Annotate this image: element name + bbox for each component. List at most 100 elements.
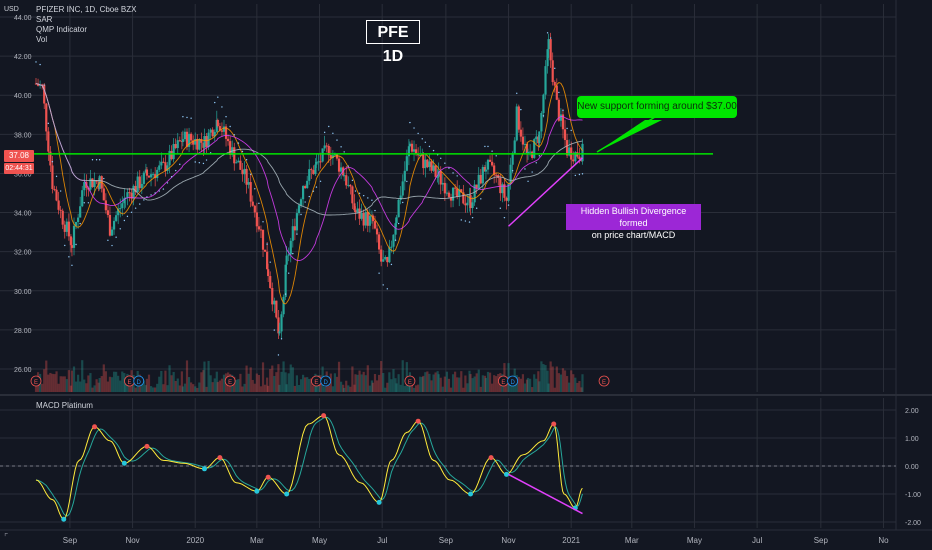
volume-bar bbox=[574, 377, 577, 392]
volume-bar bbox=[253, 383, 256, 392]
sar-dot bbox=[35, 61, 37, 63]
volume-bar bbox=[432, 374, 435, 392]
candle-body bbox=[581, 143, 584, 162]
candle-body bbox=[280, 314, 283, 332]
volume-bar bbox=[511, 382, 514, 392]
sar-dot bbox=[421, 138, 423, 140]
candle-body bbox=[218, 126, 221, 131]
volume-bar bbox=[196, 387, 199, 392]
macd-cross-dot bbox=[144, 443, 150, 449]
candle-body bbox=[475, 184, 478, 189]
candle-body bbox=[547, 39, 550, 50]
earnings-marker-label: E bbox=[602, 380, 606, 386]
candle-body bbox=[81, 190, 84, 207]
candle-body bbox=[314, 164, 317, 175]
y-tick-label: 32.00 bbox=[14, 250, 32, 257]
candle-body bbox=[542, 94, 545, 113]
candle-body bbox=[266, 251, 269, 270]
volume-bar bbox=[112, 371, 116, 392]
sar-dot bbox=[516, 92, 518, 94]
volume-bar bbox=[335, 376, 339, 392]
candle-body bbox=[123, 198, 126, 204]
candle-body bbox=[315, 161, 318, 165]
volume-bar bbox=[267, 385, 270, 392]
volume-bar bbox=[570, 370, 573, 392]
candle-body bbox=[170, 150, 173, 160]
sar-dot bbox=[217, 96, 219, 98]
earnings-marker-label: E bbox=[34, 380, 38, 386]
candle-body bbox=[136, 176, 139, 192]
moving-average-line bbox=[35, 81, 583, 305]
sar-dot bbox=[382, 284, 384, 286]
volume-bar bbox=[572, 374, 575, 392]
volume-bar bbox=[57, 383, 60, 392]
candle-body bbox=[523, 143, 527, 145]
candle-body bbox=[517, 106, 520, 130]
candle-body bbox=[317, 161, 320, 163]
volume-bar bbox=[419, 376, 422, 392]
sar-dot bbox=[354, 190, 357, 192]
divergence-annotation[interactable]: Hidden Bullish Divergence formed on pric… bbox=[566, 204, 701, 240]
candle-body bbox=[245, 168, 248, 185]
sar-dot bbox=[103, 177, 105, 180]
macd-cross-dot bbox=[415, 418, 421, 424]
candle-body bbox=[515, 106, 518, 141]
candle-body bbox=[335, 154, 339, 159]
legend-indicator-qmp[interactable]: QMP Indicator bbox=[36, 25, 87, 34]
volume-bar bbox=[245, 365, 248, 392]
candle-body bbox=[243, 168, 246, 175]
volume-bar bbox=[297, 385, 301, 392]
volume-bar bbox=[180, 371, 183, 392]
sar-dot bbox=[154, 192, 156, 194]
sar-dot bbox=[578, 173, 581, 176]
candle-body bbox=[366, 211, 369, 226]
candle-body bbox=[503, 184, 506, 198]
candle-body bbox=[395, 217, 398, 224]
volume-bar bbox=[351, 366, 354, 392]
volume-bar bbox=[106, 381, 110, 392]
sar-dot bbox=[126, 215, 129, 218]
candle-body bbox=[501, 184, 504, 194]
volume-bar bbox=[263, 384, 267, 392]
sar-dot bbox=[487, 145, 489, 148]
sar-dot bbox=[386, 288, 389, 290]
candle-body bbox=[401, 181, 404, 196]
volume-bar bbox=[278, 384, 281, 392]
volume-bar bbox=[149, 386, 153, 392]
candle-body bbox=[115, 215, 118, 221]
legend-indicator-sar[interactable]: SAR bbox=[36, 15, 53, 24]
volume-bar bbox=[119, 380, 122, 392]
tradingview-logo-icon[interactable]: ⌜ bbox=[4, 532, 9, 542]
volume-bar bbox=[414, 385, 418, 392]
macd-y-tick-label: 2.00 bbox=[905, 408, 919, 415]
candle-body bbox=[375, 228, 379, 235]
legend-indicator-vol[interactable]: Vol bbox=[36, 35, 48, 44]
legend-symbol[interactable]: PFIZER INC, 1D, Cboe BZX bbox=[36, 5, 137, 14]
candle-body bbox=[323, 145, 326, 149]
volume-bar bbox=[178, 385, 181, 392]
candle-body bbox=[511, 153, 514, 165]
candle-body bbox=[185, 131, 189, 147]
volume-bar bbox=[61, 376, 64, 392]
candle-body bbox=[93, 180, 96, 188]
volume-bar bbox=[460, 371, 463, 392]
macd-pane-label[interactable]: MACD Platinum bbox=[36, 401, 93, 410]
volume-bar bbox=[117, 375, 120, 392]
sar-dot bbox=[323, 131, 326, 134]
candle-body bbox=[430, 161, 433, 171]
volume-bar bbox=[484, 377, 488, 392]
volume-bar bbox=[454, 371, 457, 392]
candle-body bbox=[249, 182, 252, 202]
sar-dot bbox=[394, 239, 397, 241]
candle-body bbox=[138, 176, 141, 189]
support-annotation[interactable]: New support forming around $37.00 bbox=[577, 96, 737, 118]
volume-bar bbox=[241, 386, 244, 392]
sar-dot bbox=[332, 132, 334, 134]
sar-dot bbox=[358, 192, 361, 195]
candle-body bbox=[267, 269, 270, 277]
volume-bar bbox=[142, 380, 145, 392]
volume-bar bbox=[531, 387, 534, 392]
candle-body bbox=[140, 183, 143, 189]
volume-bar bbox=[63, 376, 66, 392]
